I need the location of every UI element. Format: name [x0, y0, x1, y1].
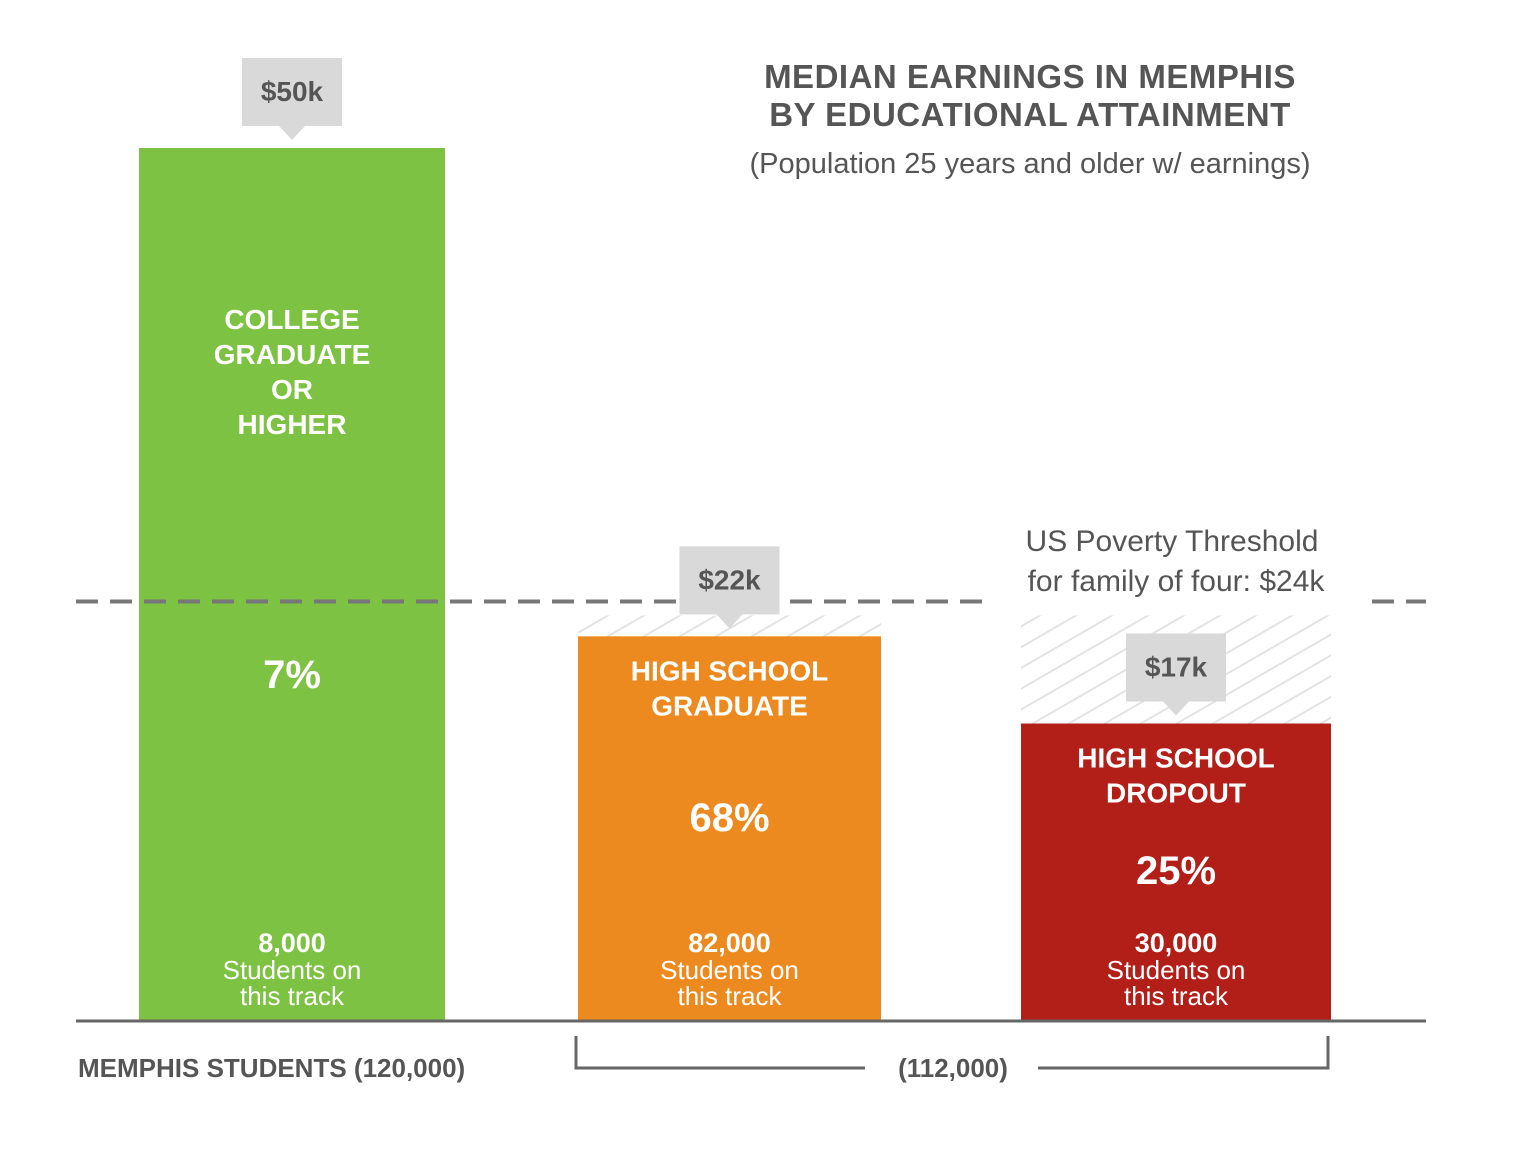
bar-category-label-2-line-0: HIGH SCHOOL [1077, 743, 1275, 774]
bar-student-caption-0-line-1: this track [240, 981, 345, 1011]
value-label-1: $22k [698, 564, 761, 595]
bar-student-count-2: 30,000 [1135, 928, 1218, 958]
poverty-threshold-label-line-0: US Poverty Threshold [1026, 525, 1319, 558]
bracket-right [1038, 1036, 1330, 1070]
bar-student-caption-0-line-0: Students on [223, 955, 362, 985]
axis-caption: MEMPHIS STUDENTS (120,000) [78, 1053, 465, 1083]
bar-student-caption-2-line-0: Students on [1107, 955, 1246, 985]
poverty-threshold-label-line-1: for family of four: $24k [1028, 565, 1326, 598]
bar-0 [139, 148, 445, 1020]
value-label-0: $50k [261, 76, 324, 107]
bar-student-caption-2-line-1: this track [1124, 981, 1229, 1011]
bar-student-caption-1-line-1: this track [677, 981, 782, 1011]
bar-category-label-0-line-0: COLLEGE [224, 304, 359, 335]
bar-share-0: 7% [263, 653, 321, 697]
bar-category-label-1-line-0: HIGH SCHOOL [631, 655, 829, 686]
chart-title-line-1: MEDIAN EARNINGS IN MEMPHIS [764, 58, 1296, 95]
bar-category-label-1-line-1: GRADUATE [651, 690, 808, 721]
chart-subtitle: (Population 25 years and older w/ earnin… [749, 148, 1311, 180]
bar-student-count-1: 82,000 [688, 928, 771, 958]
chart-title-line-2: BY EDUCATIONAL ATTAINMENT [769, 96, 1291, 133]
bar-share-1: 68% [689, 796, 769, 840]
bar-share-2: 25% [1136, 849, 1216, 893]
value-callout-0 [242, 58, 342, 140]
bracket-left [574, 1036, 865, 1070]
bar-category-label-0-line-2: OR [271, 374, 313, 405]
bar-student-count-0: 8,000 [258, 928, 326, 958]
bar-category-label-0-line-1: GRADUATE [214, 339, 371, 370]
bar-2 [1021, 723, 1331, 1020]
bar-student-caption-1-line-0: Students on [660, 955, 799, 985]
chart-title-block: MEDIAN EARNINGS IN MEMPHIS BY EDUCATIONA… [640, 58, 1420, 181]
value-callout-2 [1126, 633, 1226, 716]
bar-category-label-0-line-3: HIGHER [238, 409, 347, 440]
bar-category-label-2-line-1: DROPOUT [1106, 778, 1246, 809]
value-label-2: $17k [1145, 652, 1208, 683]
value-callout-1 [679, 546, 780, 629]
bracket-label: (112,000) [898, 1053, 1008, 1083]
bar-1 [578, 636, 881, 1020]
